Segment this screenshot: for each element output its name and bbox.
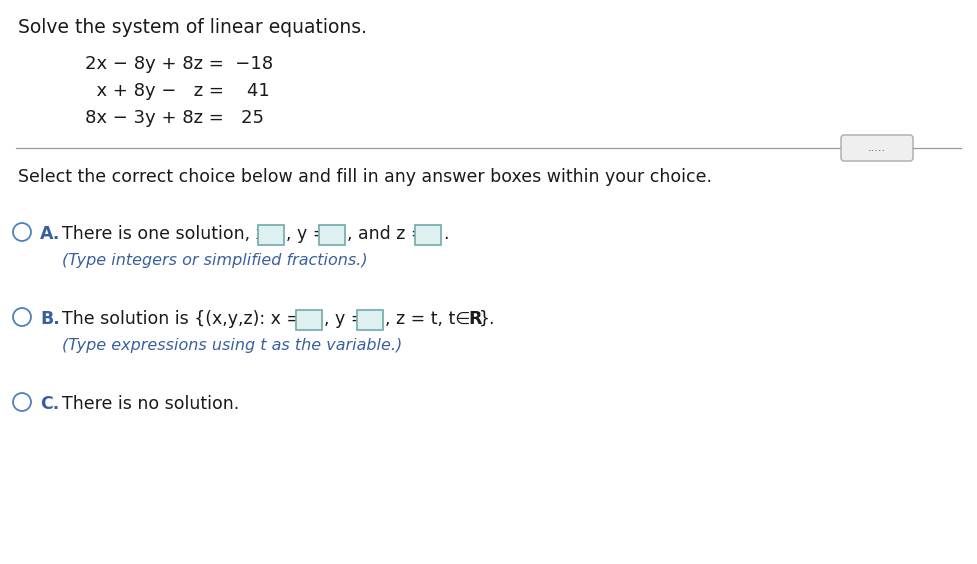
Circle shape	[13, 223, 31, 241]
Text: B.: B.	[40, 310, 60, 328]
Text: , y =: , y =	[286, 225, 327, 243]
FancyBboxPatch shape	[258, 225, 284, 245]
Text: A.: A.	[40, 225, 61, 243]
Text: .....: .....	[868, 143, 886, 153]
Text: Select the correct choice below and fill in any answer boxes within your choice.: Select the correct choice below and fill…	[18, 168, 712, 186]
Text: Solve the system of linear equations.: Solve the system of linear equations.	[18, 18, 367, 37]
Text: , y =: , y =	[324, 310, 365, 328]
FancyBboxPatch shape	[357, 310, 383, 330]
Text: .: .	[443, 225, 448, 243]
Text: There is one solution, x =: There is one solution, x =	[62, 225, 286, 243]
Text: }.: }.	[479, 310, 495, 328]
Text: There is no solution.: There is no solution.	[62, 395, 239, 413]
Text: 8x − 3y + 8z =   25: 8x − 3y + 8z = 25	[85, 109, 264, 127]
Text: , z = t, t∈: , z = t, t∈	[385, 310, 470, 328]
Text: , and z =: , and z =	[347, 225, 426, 243]
FancyBboxPatch shape	[841, 135, 913, 161]
FancyBboxPatch shape	[296, 310, 322, 330]
Text: 2x − 8y + 8z =  −18: 2x − 8y + 8z = −18	[85, 55, 274, 73]
Text: The solution is {(x,y,z): x =: The solution is {(x,y,z): x =	[62, 310, 301, 328]
Circle shape	[13, 393, 31, 411]
Text: R: R	[468, 310, 482, 328]
FancyBboxPatch shape	[415, 225, 441, 245]
Text: C.: C.	[40, 395, 60, 413]
Text: x + 8y −   z =    41: x + 8y − z = 41	[85, 82, 270, 100]
Circle shape	[13, 308, 31, 326]
FancyBboxPatch shape	[319, 225, 345, 245]
Text: (Type expressions using t as the variable.): (Type expressions using t as the variabl…	[62, 338, 403, 353]
Text: (Type integers or simplified fractions.): (Type integers or simplified fractions.)	[62, 253, 367, 268]
